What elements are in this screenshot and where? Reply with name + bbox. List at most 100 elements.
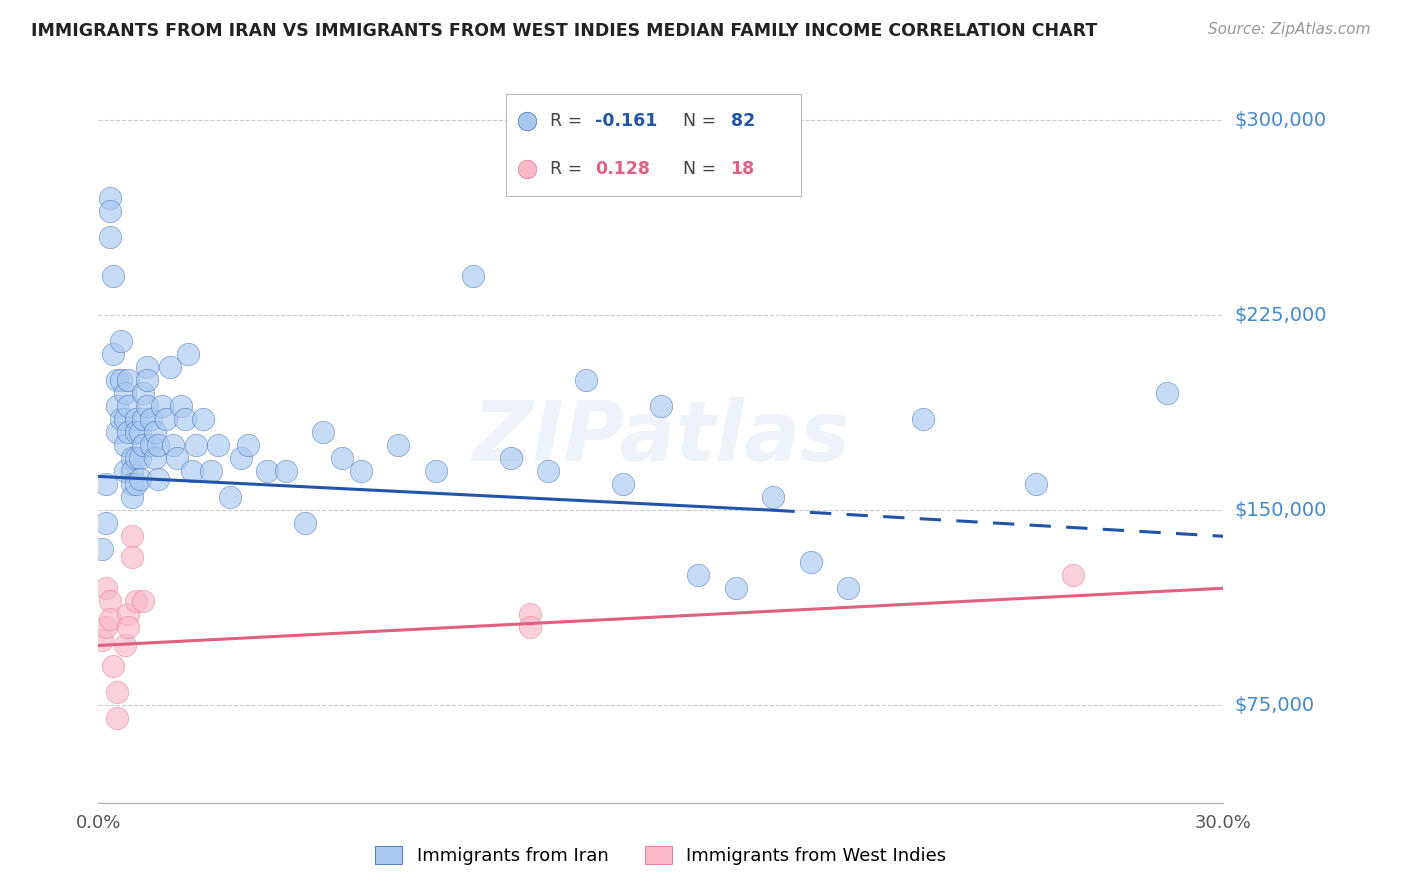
Point — [105, 685, 128, 699]
Point — [294, 516, 316, 531]
Point — [125, 425, 148, 440]
Point — [136, 373, 159, 387]
Point — [139, 438, 162, 452]
Point — [94, 620, 117, 634]
Text: R =: R = — [550, 112, 588, 130]
Point — [98, 594, 121, 608]
Point — [105, 425, 128, 440]
Point — [1062, 568, 1084, 582]
Point — [166, 451, 188, 466]
Point — [98, 191, 121, 205]
Point — [688, 568, 710, 582]
Point — [181, 464, 204, 478]
Point — [387, 438, 409, 452]
Point — [110, 334, 132, 348]
Text: Source: ZipAtlas.com: Source: ZipAtlas.com — [1208, 22, 1371, 37]
Point — [519, 607, 541, 622]
Point — [155, 412, 177, 426]
Point — [105, 373, 128, 387]
Point — [117, 607, 139, 622]
Point — [121, 490, 143, 504]
Point — [121, 464, 143, 478]
Point — [105, 399, 128, 413]
Point — [132, 412, 155, 426]
Point — [312, 425, 335, 440]
Point — [173, 412, 195, 426]
Point — [575, 373, 598, 387]
Text: $150,000: $150,000 — [1234, 500, 1327, 520]
Point — [121, 451, 143, 466]
Point — [128, 451, 150, 466]
Point — [159, 360, 181, 375]
Point — [148, 472, 170, 486]
Point — [184, 438, 207, 452]
Point — [132, 438, 155, 452]
Point — [425, 464, 447, 478]
Point — [128, 425, 150, 440]
Point — [150, 399, 173, 413]
Point — [117, 620, 139, 634]
Text: N =: N = — [683, 112, 723, 130]
Point — [274, 464, 297, 478]
Point — [132, 594, 155, 608]
Point — [114, 412, 136, 426]
Text: ZIPatlas: ZIPatlas — [472, 397, 849, 477]
Point — [200, 464, 222, 478]
Text: 18: 18 — [731, 160, 755, 178]
Point — [350, 464, 373, 478]
Point — [177, 347, 200, 361]
Text: R =: R = — [550, 160, 588, 178]
Point — [143, 425, 166, 440]
Point — [724, 581, 747, 595]
Point — [837, 581, 859, 595]
Point — [193, 412, 215, 426]
Point — [256, 464, 278, 478]
Point — [800, 555, 823, 569]
Point — [139, 412, 162, 426]
Point — [463, 269, 485, 284]
Point — [94, 581, 117, 595]
Point — [519, 620, 541, 634]
Point — [121, 549, 143, 564]
Text: IMMIGRANTS FROM IRAN VS IMMIGRANTS FROM WEST INDIES MEDIAN FAMILY INCOME CORRELA: IMMIGRANTS FROM IRAN VS IMMIGRANTS FROM … — [31, 22, 1097, 40]
Point — [650, 399, 672, 413]
Legend: Immigrants from Iran, Immigrants from West Indies: Immigrants from Iran, Immigrants from We… — [367, 837, 955, 874]
Point — [125, 477, 148, 491]
Point — [91, 633, 114, 648]
Point — [98, 230, 121, 244]
Point — [136, 399, 159, 413]
Text: 0.128: 0.128 — [595, 160, 650, 178]
Point — [612, 477, 634, 491]
Point — [114, 386, 136, 401]
Point — [125, 594, 148, 608]
Point — [912, 412, 935, 426]
Point — [125, 451, 148, 466]
Point — [170, 399, 193, 413]
Point — [114, 464, 136, 478]
Point — [1025, 477, 1047, 491]
Text: -0.161: -0.161 — [595, 112, 657, 130]
Point — [537, 464, 560, 478]
Point — [117, 425, 139, 440]
Point — [162, 438, 184, 452]
Point — [128, 472, 150, 486]
Point — [218, 490, 240, 504]
Point — [91, 542, 114, 557]
Point — [103, 659, 125, 673]
Point — [103, 347, 125, 361]
Text: $75,000: $75,000 — [1234, 696, 1315, 714]
Point — [762, 490, 785, 504]
Point — [98, 612, 121, 626]
Point — [117, 373, 139, 387]
Point — [132, 386, 155, 401]
Point — [121, 477, 143, 491]
Point — [499, 451, 522, 466]
Point — [98, 204, 121, 219]
Point — [110, 412, 132, 426]
Point — [105, 711, 128, 725]
Text: N =: N = — [683, 160, 723, 178]
Point — [143, 451, 166, 466]
Point — [207, 438, 229, 452]
Point — [238, 438, 260, 452]
Point — [229, 451, 252, 466]
